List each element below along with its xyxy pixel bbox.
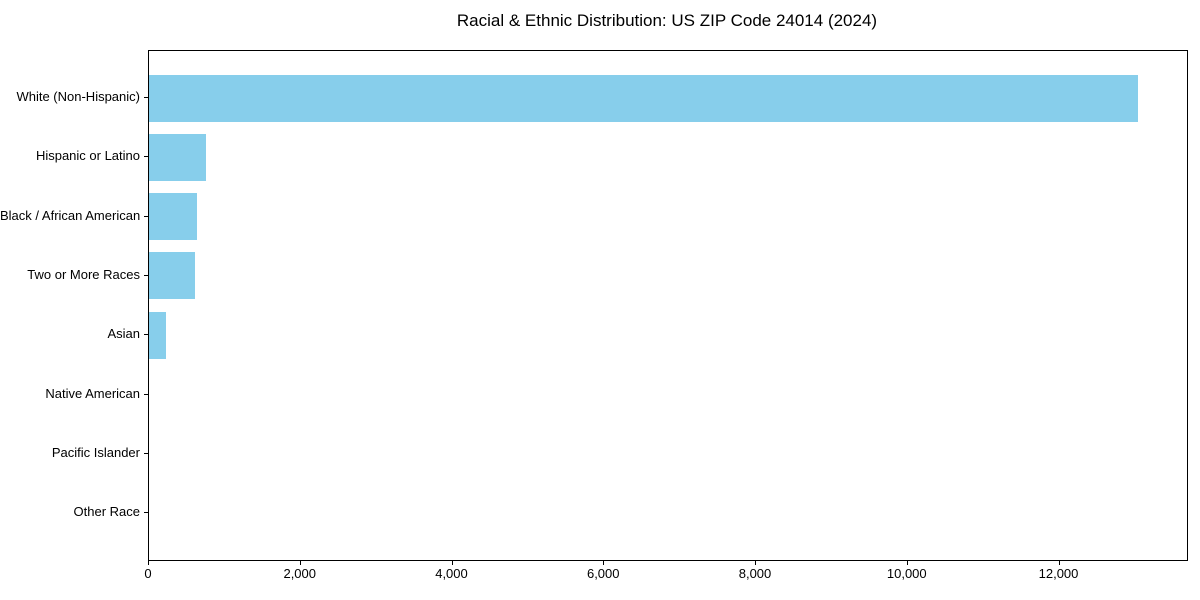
- bar: [149, 74, 1138, 122]
- x-tick-mark: [906, 561, 908, 565]
- x-tick-label: 0: [144, 566, 152, 581]
- x-tick-label: 8,000: [738, 566, 772, 581]
- category-label: Hispanic or Latino: [35, 148, 140, 164]
- category-label: Native American: [45, 385, 140, 401]
- x-tick-label: 4,000: [435, 566, 468, 581]
- category-label: Asian: [107, 326, 140, 342]
- category-label: White (Non-Hispanic): [16, 89, 140, 104]
- x-tick-label: 6,000: [586, 566, 620, 581]
- x-tick-mark: [299, 561, 301, 565]
- x-tick-mark: [755, 561, 757, 565]
- x-tick-mark: [603, 561, 605, 565]
- bar: [149, 193, 197, 241]
- y-tick-mark: [144, 393, 148, 395]
- y-tick-mark: [144, 156, 148, 158]
- plot-area: [148, 50, 1188, 561]
- x-tick-mark: [1058, 561, 1060, 565]
- category-label: Black / African American: [0, 207, 141, 223]
- bar: [149, 133, 206, 181]
- y-tick-mark: [144, 334, 148, 336]
- bar: [149, 311, 166, 359]
- category-label: Two or More Races: [27, 266, 140, 282]
- y-tick-mark: [144, 274, 148, 276]
- category-label: Other Race: [73, 504, 140, 520]
- chart-title: Racial & Ethnic Distribution: US ZIP Cod…: [456, 11, 878, 30]
- bar: [149, 252, 195, 300]
- x-tick-mark: [148, 561, 149, 565]
- y-tick-mark: [144, 452, 148, 454]
- x-tick-label: 10,000: [886, 566, 927, 581]
- y-tick-mark: [144, 97, 148, 98]
- x-tick-mark: [451, 561, 453, 565]
- y-tick-mark: [144, 215, 148, 217]
- y-tick-mark: [144, 512, 148, 514]
- x-tick-label: 2,000: [283, 566, 317, 581]
- x-tick-label: 12,000: [1038, 566, 1079, 581]
- category-label: Pacific Islander: [51, 444, 140, 460]
